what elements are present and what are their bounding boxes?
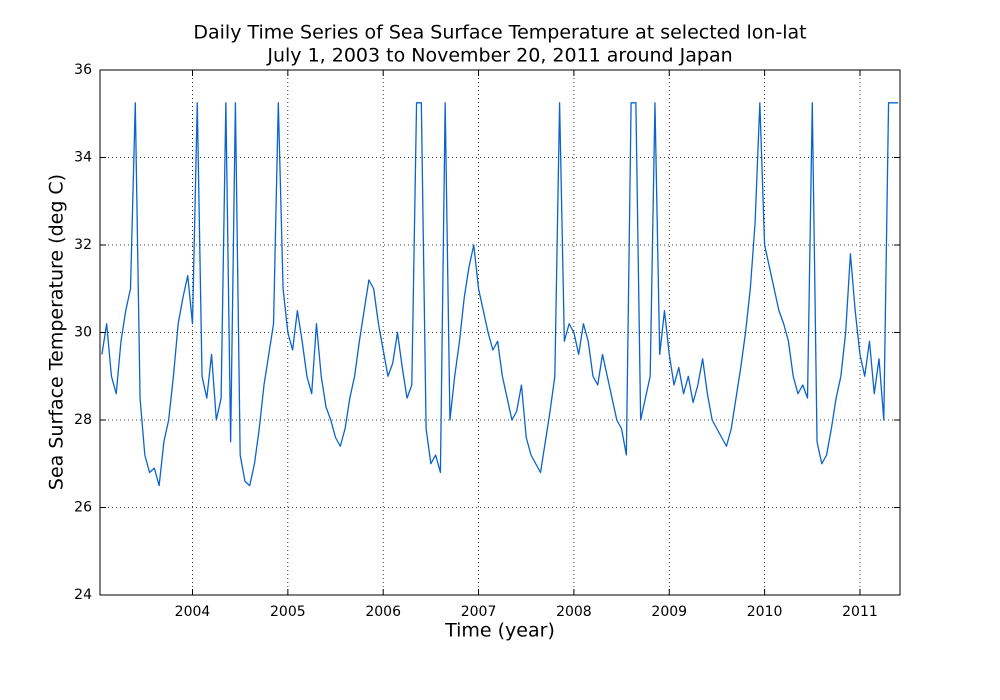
x-tick-label: 2004 xyxy=(175,604,211,620)
axes: 24 26 28 30 32 34 36 2004 2005 2006 2007 2008 2009 20… xyxy=(74,62,900,620)
x-tick-label: 2006 xyxy=(365,604,401,620)
y-tick-label: 32 xyxy=(74,237,92,253)
y-tick-label: 30 xyxy=(74,325,92,341)
x-tick-label: 2005 xyxy=(270,604,306,620)
x-axis-label: Time (year) xyxy=(444,620,555,642)
x-tick-label: 2009 xyxy=(651,604,687,620)
y-tick-label: 26 xyxy=(74,500,92,516)
y-axis-label: Sea Surface Temperature (deg C) xyxy=(46,174,68,490)
x-tick-label: 2007 xyxy=(461,604,497,620)
y-tick-label: 24 xyxy=(74,587,92,603)
x-tick-label: 2011 xyxy=(842,604,878,620)
chart-title: Daily Time Series of Sea Surface Tempera… xyxy=(193,22,806,44)
x-tick-label: 2010 xyxy=(747,604,783,620)
chart-subtitle: July 1, 2003 to November 20, 2011 around… xyxy=(266,45,732,67)
x-tick-label: 2008 xyxy=(556,604,592,620)
y-tick-label: 28 xyxy=(74,412,92,428)
y-tick-label: 34 xyxy=(74,150,92,166)
y-tick-label: 36 xyxy=(74,62,92,78)
sst-line xyxy=(101,102,899,487)
plot-area xyxy=(101,102,899,487)
